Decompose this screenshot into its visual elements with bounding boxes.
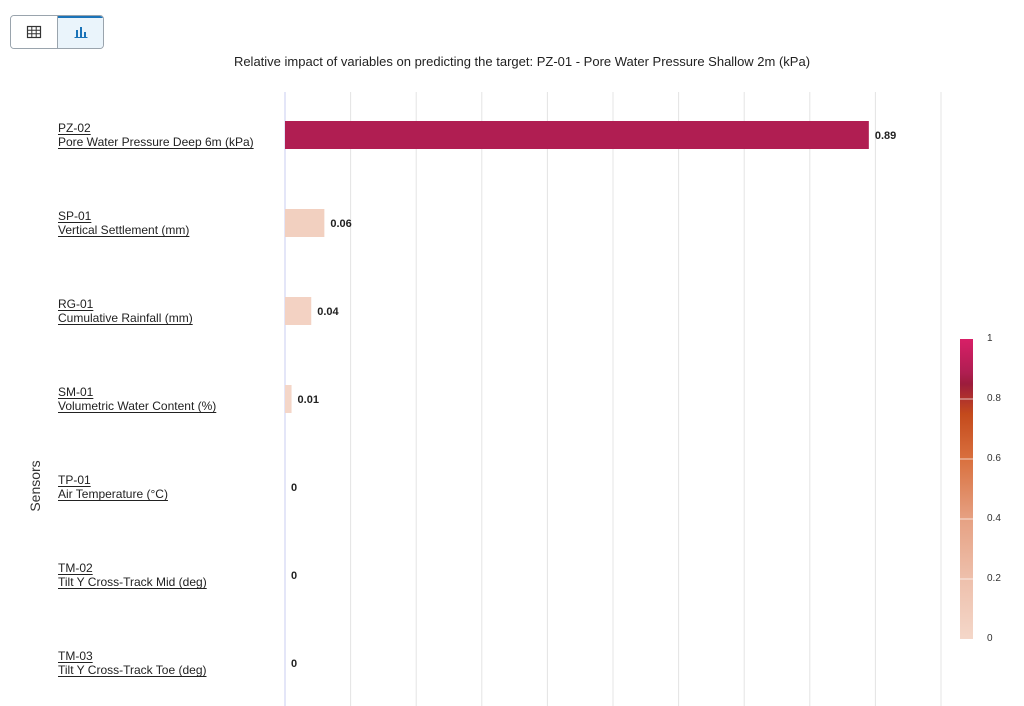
- sensor-name: Tilt Y Cross-Track Mid (deg): [58, 575, 207, 589]
- category-label[interactable]: SM-01 Volumetric Water Content (%): [58, 385, 216, 413]
- bar-value-label: 0: [291, 482, 297, 494]
- bar-value-label: 0.01: [298, 394, 319, 406]
- sensor-name: Vertical Settlement (mm): [58, 223, 190, 237]
- sensor-name: Tilt Y Cross-Track Toe (deg): [58, 663, 207, 677]
- chart-title: Relative impact of variables on predicti…: [233, 54, 811, 69]
- bar-value-label: 0.89: [875, 130, 896, 142]
- colorbar-tick-label: 0.4: [987, 513, 1001, 524]
- bar-value-label: 0.04: [317, 306, 339, 318]
- sensor-code: PZ-02: [58, 121, 91, 135]
- sensor-name: Pore Water Pressure Deep 6m (kPa): [58, 135, 254, 149]
- bar-value-label: 0.06: [330, 218, 351, 230]
- bar-value-label: 0: [291, 570, 297, 582]
- category-label[interactable]: TM-02 Tilt Y Cross-Track Mid (deg): [58, 561, 207, 589]
- category-label[interactable]: TM-03 Tilt Y Cross-Track Toe (deg): [58, 649, 207, 677]
- view-toggle: [10, 15, 104, 49]
- colorbar-tick-label: 1: [987, 333, 993, 344]
- category-label[interactable]: RG-01 Cumulative Rainfall (mm): [58, 297, 193, 325]
- sensor-code: TM-03: [58, 649, 93, 663]
- bar: [285, 385, 292, 413]
- category-label[interactable]: SP-01 Vertical Settlement (mm): [58, 209, 189, 237]
- colorbar: [960, 339, 973, 639]
- bar: [285, 121, 869, 149]
- colorbar-tick-label: 0.2: [987, 573, 1001, 584]
- bar: [285, 209, 325, 237]
- colorbar-tick-label: 0.8: [987, 393, 1001, 404]
- sensor-name: Volumetric Water Content (%): [58, 399, 217, 413]
- grid-table-icon: [26, 25, 42, 39]
- sensor-name: Air Temperature (°C): [58, 487, 168, 501]
- sensor-name: Cumulative Rainfall (mm): [58, 311, 193, 325]
- table-view-button[interactable]: [11, 16, 57, 48]
- sensor-code: SP-01: [58, 209, 92, 223]
- sensor-code: RG-01: [58, 297, 94, 311]
- bar-chart-icon: [74, 27, 87, 38]
- bar-value-label: 0: [291, 658, 297, 670]
- sensor-code: TP-01: [58, 473, 91, 487]
- colorbar-tick-label: 0.6: [987, 453, 1001, 464]
- chart-view-button[interactable]: [57, 16, 103, 48]
- category-label[interactable]: TP-01 Air Temperature (°C): [58, 473, 168, 501]
- category-label[interactable]: PZ-02 Pore Water Pressure Deep 6m (kPa): [58, 121, 254, 149]
- sensor-code: TM-02: [58, 561, 93, 575]
- sensor-code: SM-01: [58, 385, 94, 399]
- colorbar-tick-label: 0: [987, 633, 993, 644]
- bar: [285, 297, 312, 325]
